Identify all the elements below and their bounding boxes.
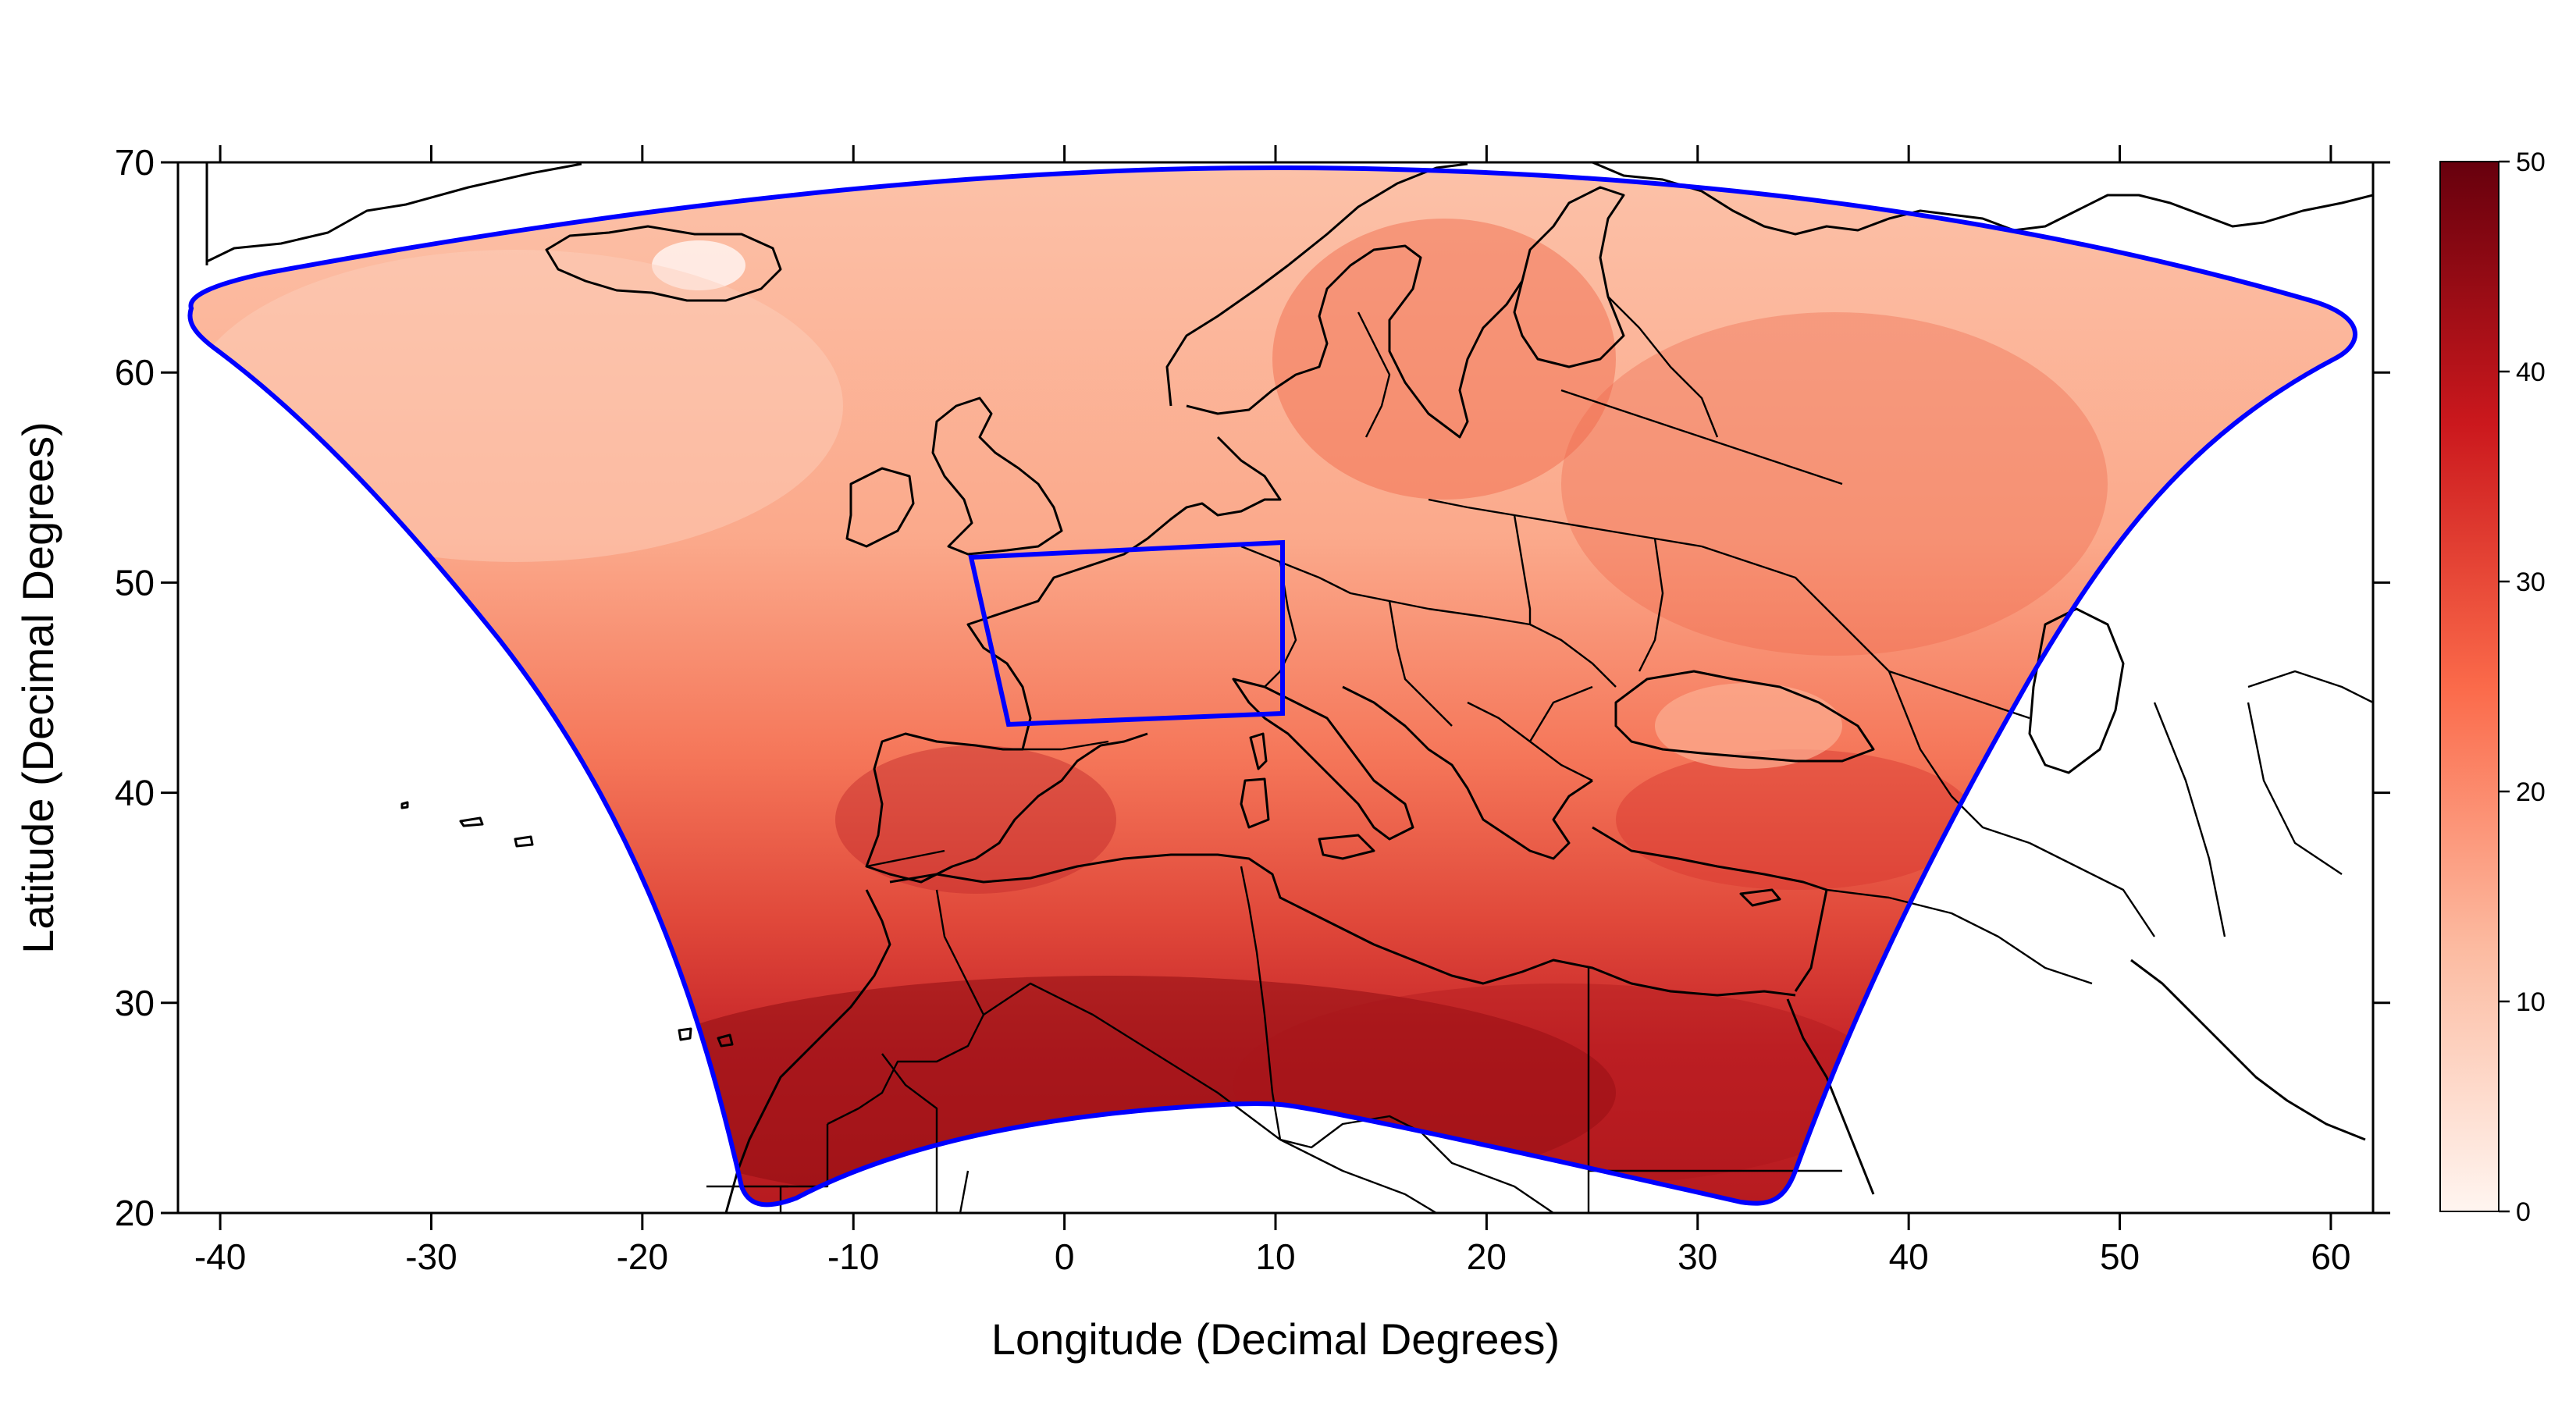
country-borders: [706, 296, 2373, 1213]
nested-domain-box: [968, 539, 1285, 727]
x-tick-label: 40: [1889, 1236, 1929, 1277]
turkey-warm: [1616, 749, 1975, 890]
x-tick-label: 60: [2311, 1236, 2350, 1277]
y-axis-right: [2373, 161, 2390, 1215]
colorbar-ticks: 0 10 20 30 40 50: [2499, 148, 2546, 1227]
iberia-warm: [835, 745, 1116, 894]
y-tick-label: 20: [115, 1193, 155, 1233]
x-tick-label: -30: [405, 1236, 457, 1277]
y-axis-title: Latitude (Decimal Degrees): [13, 422, 62, 954]
colorbar: [2439, 161, 2500, 1212]
y-tick-label: 40: [115, 773, 155, 813]
x-axis-bottom: -40 -30 -20 -10 0 10 20 30 40 50 60: [194, 1213, 2351, 1277]
iceland-cool: [652, 240, 745, 290]
x-tick-label: 10: [1255, 1236, 1295, 1277]
x-tick-label: 20: [1467, 1236, 1507, 1277]
x-axis-title: Longitude (Decimal Degrees): [991, 1314, 1560, 1364]
x-tick-label: -10: [827, 1236, 879, 1277]
y-tick-label: 60: [115, 352, 155, 393]
y-axis-left: 20 30 40 50 60 70: [115, 142, 178, 1233]
coastlines: [205, 162, 2373, 1213]
black-sea-cool: [1655, 683, 1842, 769]
model-domain-outline: [187, 165, 2357, 1208]
scandinavia-warm: [1272, 219, 1616, 500]
russia-warm: [1561, 312, 2108, 656]
colorbar-tick-label: 10: [2516, 987, 2546, 1017]
x-tick-label: -20: [617, 1236, 668, 1277]
y-tick-label: 30: [115, 983, 155, 1023]
x-tick-label: -40: [194, 1236, 246, 1277]
x-tick-label: 30: [1678, 1236, 1717, 1277]
colorbar-tick-label: 40: [2516, 357, 2546, 387]
colorbar-tick-label: 30: [2516, 567, 2546, 597]
x-axis-top: [219, 145, 2332, 162]
colorbar-tick-label: 20: [2516, 777, 2546, 807]
y-tick-label: 50: [115, 562, 155, 603]
colorbar-tick-label: 0: [2516, 1197, 2531, 1227]
colorbar-tick-label: 50: [2516, 148, 2546, 177]
x-tick-label: 50: [2100, 1236, 2140, 1277]
x-tick-label: 0: [1055, 1236, 1075, 1277]
y-tick-label: 70: [115, 142, 155, 183]
